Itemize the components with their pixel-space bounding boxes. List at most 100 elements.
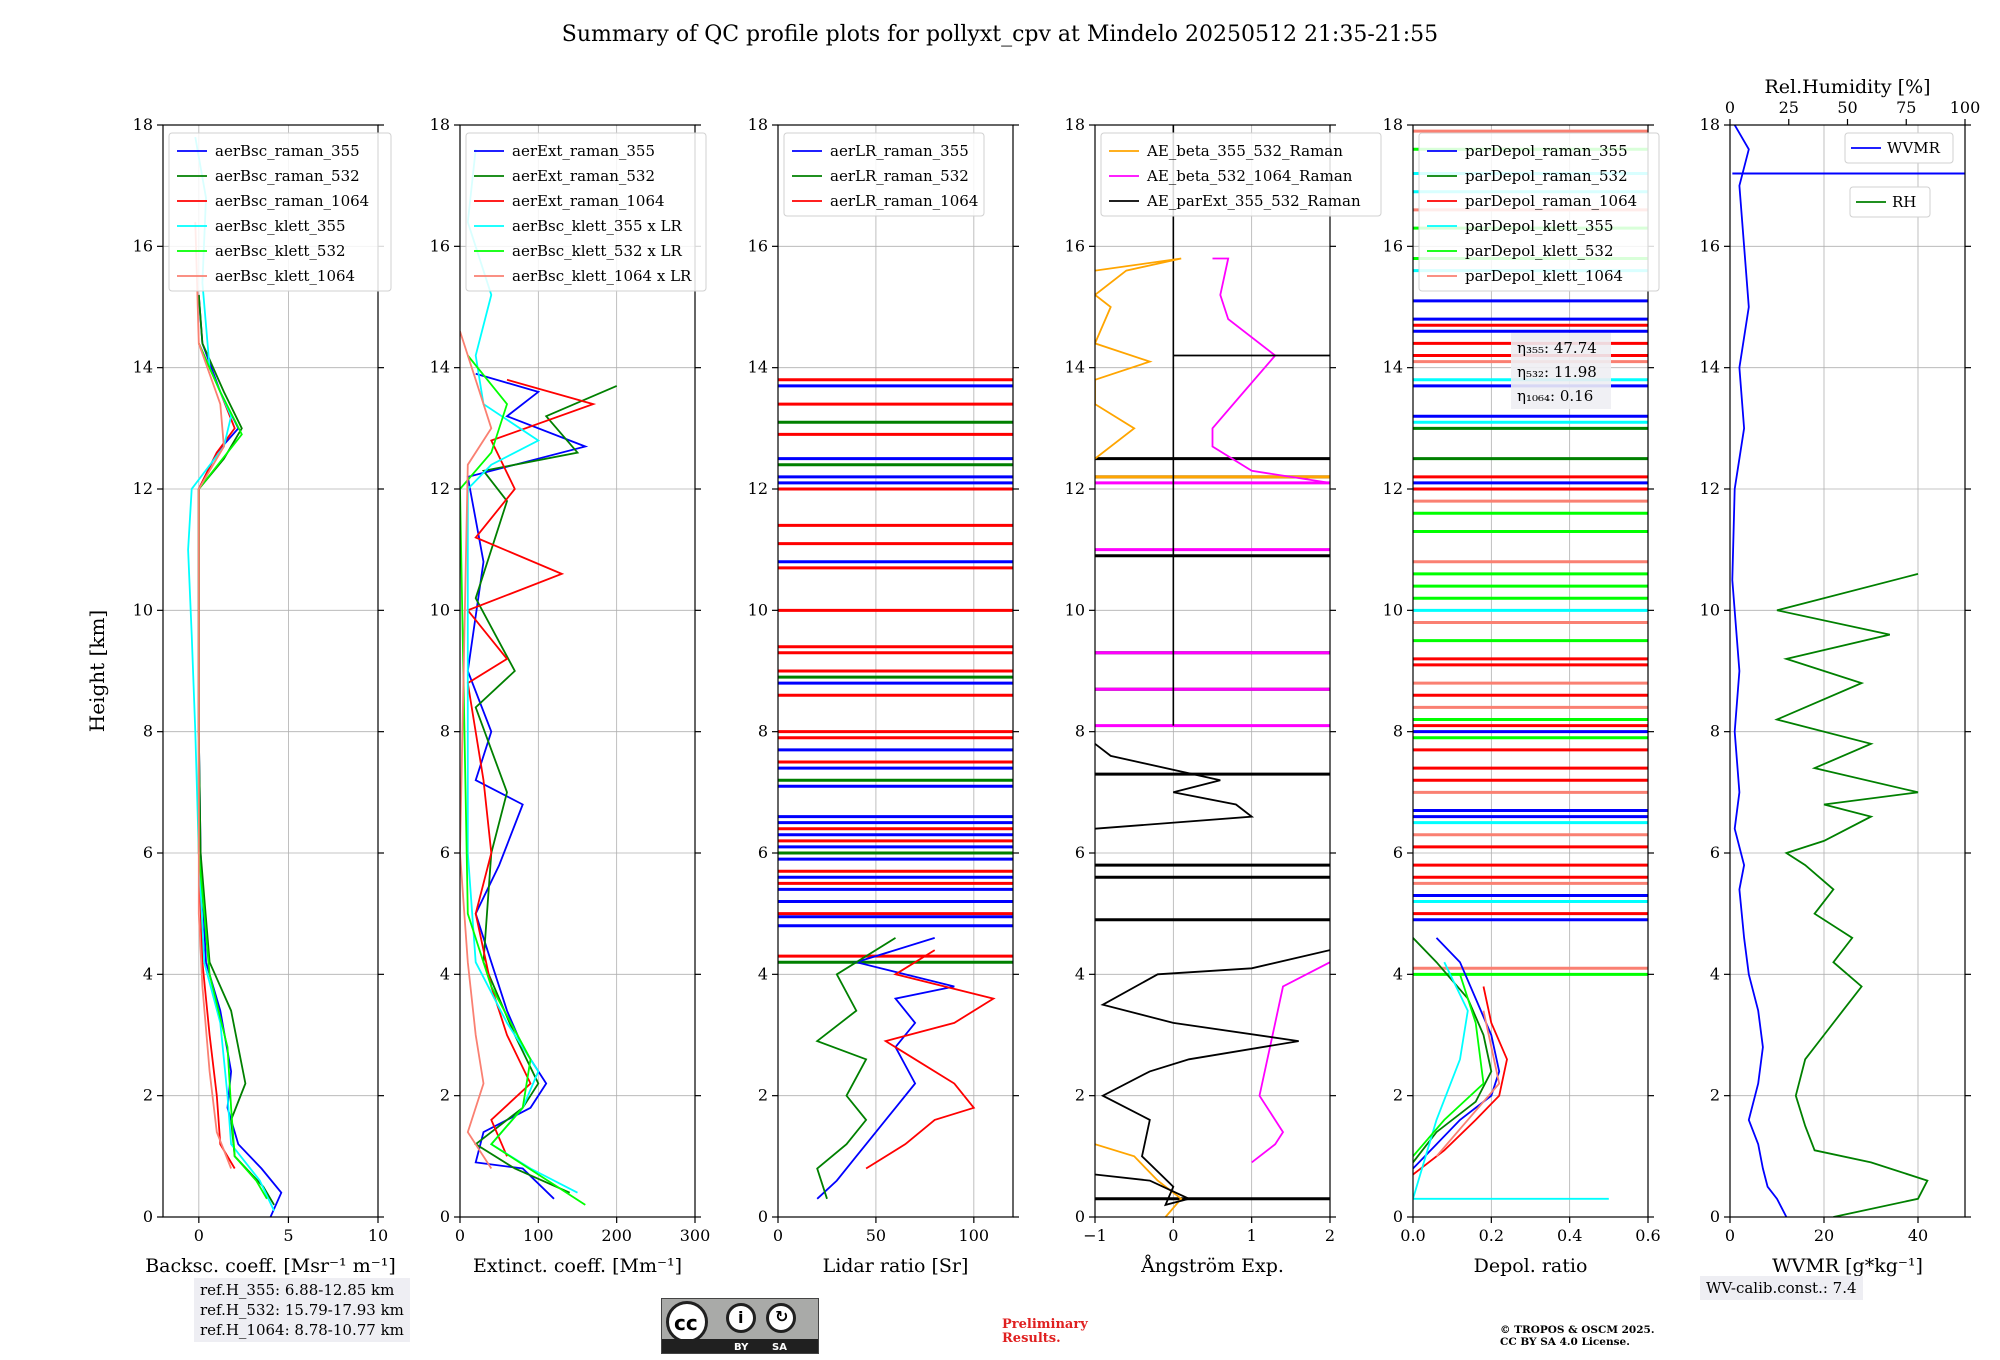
- series-aerBsc_klett_532 x LR: [460, 354, 586, 1206]
- y-tick-label: 4: [143, 964, 153, 983]
- y-tick-label: 18: [1700, 115, 1720, 134]
- legend-entry: aerBsc_klett_1064 x LR: [512, 267, 692, 285]
- ref-height-355: ref.H_355: 6.88-12.85 km: [200, 1281, 395, 1299]
- panel-frame: [1094, 124, 1331, 1218]
- series-aerBsc_klett_1064: [194, 222, 232, 1169]
- panel-frame: [162, 124, 379, 1218]
- y-tick-label: 6: [1393, 843, 1403, 862]
- panel-data: [1095, 125, 1330, 1217]
- legend-box: [1418, 132, 1660, 292]
- panel-data: [1731, 125, 1965, 1217]
- y-tick-label: 12: [1383, 479, 1403, 498]
- preliminary-line-1: Preliminary: [1002, 1317, 1088, 1332]
- legend-entry: AE_beta_355_532_Raman: [1146, 142, 1343, 160]
- legend-entry: parDepol_raman_1064: [1465, 192, 1637, 210]
- series-aerBsc_klett_1064 x LR: [460, 331, 493, 1169]
- x-tick-label: 10: [368, 1226, 388, 1245]
- y-tick-label: 18: [748, 115, 768, 134]
- legend-entry: RH: [1892, 193, 1916, 211]
- y-tick-label: 8: [440, 722, 450, 741]
- legend-entry: aerExt_raman_532: [512, 167, 655, 185]
- y-tick-label: 8: [758, 722, 768, 741]
- series-parDepol_raman_532: [1413, 937, 1493, 1163]
- y-tick-label: 12: [133, 479, 153, 498]
- y-tick-label: 10: [1383, 600, 1403, 619]
- panel-data: [187, 136, 283, 1217]
- y-tick-label: 16: [430, 236, 450, 255]
- x-axis-label: Lidar ratio [Sr]: [823, 1255, 969, 1277]
- legend-entry: aerBsc_klett_1064: [215, 267, 355, 285]
- y-tick-label: 0: [1710, 1207, 1720, 1226]
- y-tick-label: 16: [1065, 236, 1085, 255]
- legend-box: [168, 132, 392, 292]
- series-parDepol_raman_355: [1413, 937, 1501, 1170]
- panel-frame: [1729, 124, 1966, 1218]
- y-tick-label: 8: [1075, 722, 1085, 741]
- eta-annotation-line: η₁₀₆₄: 0.16: [1517, 387, 1593, 405]
- y-tick-label: 2: [758, 1086, 768, 1105]
- y-tick-label: 4: [1075, 964, 1085, 983]
- y-tick-label: 12: [1065, 479, 1085, 498]
- legend-box: [1849, 186, 1931, 218]
- series-parDepol_klett_355: [1413, 961, 1609, 1200]
- x-tick-label: 0: [773, 1226, 783, 1245]
- panel-lidar_ratio: 0 2 4 6 8 10 12 14 16 18 0 50 100 Lidar ratio [Sr] aer…: [748, 115, 1019, 1277]
- legend-entry: WVMR: [1887, 139, 1941, 157]
- figure-title: Summary of QC profile plots for pollyxt_…: [561, 22, 1439, 47]
- legend-entry: aerLR_raman_532: [830, 167, 969, 185]
- x-tick-label: 0.2: [1479, 1226, 1504, 1245]
- x-tick-label: 40: [1908, 1226, 1928, 1245]
- y-tick-label: 16: [748, 236, 768, 255]
- y-tick-label: 6: [440, 843, 450, 862]
- legend-entry: AE_parExt_355_532_Raman: [1146, 192, 1361, 210]
- reference-height-box: ref.H_355: 6.88-12.85 km ref.H_532: 15.7…: [194, 1278, 410, 1342]
- y-tick-label: 2: [1075, 1086, 1085, 1105]
- series-aerExt_raman_355: [466, 372, 589, 1200]
- y-tick-label: 12: [1700, 479, 1720, 498]
- y-tick-label: 10: [1700, 600, 1720, 619]
- series-aerBsc_klett_355 x LR: [466, 149, 578, 1194]
- y-tick-label: 6: [143, 843, 153, 862]
- y-tick-label: 6: [758, 843, 768, 862]
- x-tick-label: 0: [1725, 1226, 1735, 1245]
- x-tick-label: 0: [194, 1226, 204, 1245]
- y-tick-label: 8: [1710, 722, 1720, 741]
- y-tick-label: 18: [430, 115, 450, 134]
- series-AE_beta_355_532_Raman: [1095, 1143, 1183, 1217]
- legend-entry: parDepol_klett_532: [1465, 242, 1614, 260]
- series-AE_beta_355_532_Raman_upper: [1095, 257, 1182, 460]
- series-aerBsc_klett_355: [187, 136, 275, 1212]
- y-tick-label: 0: [143, 1207, 153, 1226]
- x-tick-label: 200: [601, 1226, 632, 1245]
- y-axis-label: Height [km]: [85, 610, 109, 732]
- legend-entry: aerBsc_klett_532: [215, 242, 346, 260]
- series-aerExt_raman_1064: [466, 378, 597, 1157]
- legend-entry: aerBsc_klett_532 x LR: [512, 242, 683, 260]
- y-tick-label: 0: [440, 1207, 450, 1226]
- top-x-tick-label: 100: [1950, 98, 1981, 117]
- x-tick-label: 0: [455, 1226, 465, 1245]
- top-x-tick-label: 0: [1725, 98, 1735, 117]
- y-tick-label: 2: [440, 1086, 450, 1105]
- panel-frame: [1412, 124, 1649, 1218]
- series-aerLR_raman_1064: [865, 949, 996, 1170]
- y-tick-label: 18: [1383, 115, 1403, 134]
- wv-calibration-box: WV-calib.const.: 7.4: [1700, 1276, 1863, 1300]
- legend-box: [465, 132, 707, 292]
- y-tick-label: 0: [1075, 1207, 1085, 1226]
- y-tick-label: 8: [1393, 722, 1403, 741]
- y-tick-label: 4: [1393, 964, 1403, 983]
- y-tick-label: 4: [758, 964, 768, 983]
- y-tick-label: 14: [1383, 358, 1403, 377]
- ref-height-1064: ref.H_1064: 8.78-10.77 km: [200, 1321, 404, 1339]
- panel-data: [778, 378, 1013, 1200]
- series-parDepol_klett_1064: [1435, 1010, 1501, 1157]
- top-x-tick-label: 25: [1779, 98, 1799, 117]
- series-RH: [1774, 573, 1929, 1217]
- y-tick-label: 8: [143, 722, 153, 741]
- y-tick-label: 16: [133, 236, 153, 255]
- x-tick-label: 5: [283, 1226, 293, 1245]
- panel-extinction: 0 2 4 6 8 10 12 14 16 18 0 100 200 300 Extinct. coeff.…: [430, 115, 711, 1277]
